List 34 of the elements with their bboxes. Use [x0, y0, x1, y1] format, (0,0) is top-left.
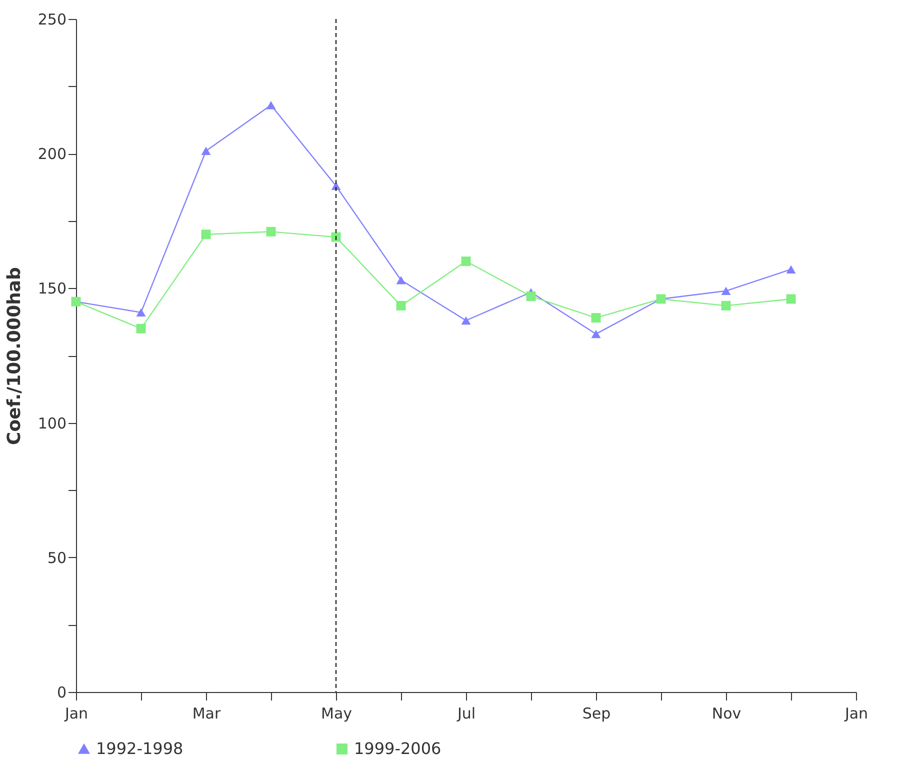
point [136, 324, 146, 334]
x-tick-label: Jan [64, 704, 88, 722]
point [786, 265, 796, 274]
x-tick-label: Mar [192, 704, 222, 722]
y-tick-label: 0 [56, 684, 66, 702]
legend-label: 1999-2006 [354, 739, 442, 758]
point [721, 286, 731, 295]
legend-label: 1992-1998 [96, 739, 184, 758]
point [201, 230, 211, 240]
x-tick-label: May [320, 704, 352, 722]
point [591, 313, 601, 323]
point [266, 226, 276, 236]
point [136, 308, 146, 317]
point [266, 101, 276, 110]
point [461, 316, 471, 325]
y-tick-label: 200 [38, 145, 66, 164]
point [331, 232, 341, 242]
y-tick-label: 100 [38, 414, 66, 432]
point [201, 146, 211, 156]
y-axis-title: Coef./100.000hab [4, 266, 25, 445]
x-tick-label: Nov [712, 704, 742, 722]
point [786, 294, 796, 304]
point [721, 300, 731, 310]
point [526, 292, 536, 302]
point [591, 330, 601, 338]
x-tick-label: Jan [844, 704, 868, 722]
y-tick-label: 150 [38, 280, 66, 298]
point [461, 256, 471, 266]
x-tick-label: Sep [582, 704, 611, 722]
y-tick-label: 250 [38, 10, 66, 28]
y-tick-label: 50 [47, 548, 66, 567]
point [396, 300, 406, 310]
x-tick-label: Jul [456, 704, 476, 722]
point [396, 276, 406, 284]
